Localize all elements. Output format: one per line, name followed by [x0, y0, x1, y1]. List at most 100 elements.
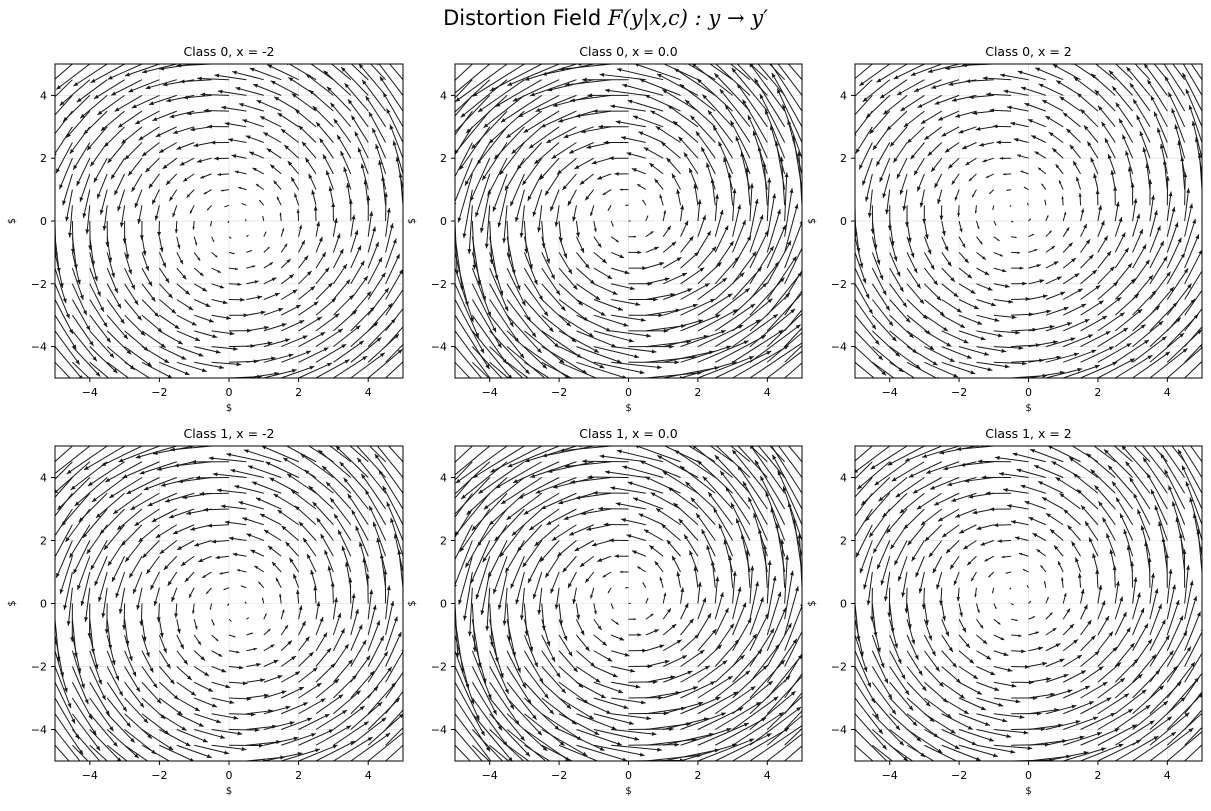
quiver-arrow — [124, 64, 160, 77]
quiver-arrow — [1009, 587, 1012, 590]
quiver-arrow — [971, 189, 977, 198]
quiver-arrow — [459, 126, 491, 171]
quiver-arrow — [749, 261, 780, 300]
quiver-arrow — [649, 544, 664, 557]
quiver-arrow — [993, 666, 1013, 672]
quiver-arrow — [163, 555, 178, 571]
quiver-arrow — [211, 619, 215, 626]
quiver-arrow — [73, 64, 108, 87]
quiver-arrow — [176, 283, 191, 296]
quiver-arrow — [1097, 312, 1125, 332]
quiver-arrow — [298, 255, 309, 269]
quiver-arrow — [663, 350, 714, 363]
quiver-arrow — [143, 477, 177, 491]
quiver-arrow — [1149, 727, 1194, 761]
quiver-arrow — [516, 524, 543, 552]
quiver-arrow — [992, 205, 995, 211]
quiver-arrow — [1017, 70, 1046, 81]
quiver-arrow — [347, 99, 369, 128]
quiver-arrow — [471, 110, 508, 150]
quiver-arrow — [579, 173, 595, 186]
quiver-arrow — [252, 167, 265, 175]
quiver-arrow — [506, 744, 530, 761]
quiver-arrow — [195, 475, 230, 480]
quiver-arrow — [151, 189, 160, 205]
quiver-arrow — [315, 221, 321, 237]
quiver-arrow — [1062, 288, 1083, 300]
quiver-arrow — [611, 314, 646, 322]
quiver-arrow — [211, 299, 228, 305]
quiver-arrow — [947, 157, 960, 169]
quiver-arrow — [1129, 82, 1151, 112]
quiver-arrow — [128, 555, 143, 579]
quiver-arrow — [1072, 472, 1099, 494]
quiver-arrow — [55, 477, 56, 479]
quiver-arrow — [941, 220, 946, 236]
quiver-arrow — [469, 157, 491, 202]
quiver-arrow — [904, 446, 942, 462]
quiver-arrow — [590, 205, 595, 217]
quiver-arrow — [714, 303, 756, 332]
quiver-arrow — [1069, 144, 1081, 159]
quiver-arrow — [975, 220, 980, 230]
quiver-arrow — [995, 455, 1029, 463]
quiver-arrow — [1045, 689, 1073, 699]
quiver-arrow — [1045, 276, 1062, 285]
quiver-arrow — [680, 329, 726, 348]
quiver-arrow — [801, 615, 802, 620]
quiver-arrow — [742, 99, 768, 143]
quiver-arrow — [540, 110, 577, 128]
quiver-arrow — [350, 639, 367, 667]
quiver-arrow — [784, 672, 802, 699]
y-tick-label: 2 — [40, 535, 47, 548]
quiver-arrow — [591, 540, 612, 547]
quiver-arrow — [471, 666, 498, 715]
quiver-arrow — [1201, 330, 1202, 331]
quiver-arrow — [616, 449, 664, 463]
quiver-arrow — [1086, 452, 1116, 478]
quiver-arrow — [324, 549, 334, 573]
quiver-arrow — [249, 67, 282, 81]
quiver-arrow — [906, 252, 918, 274]
quiver-arrow — [889, 314, 914, 339]
quiver-arrow — [246, 249, 253, 253]
subplot-title: Class 1, x = 0.0 — [579, 426, 678, 441]
quiver-arrow — [1132, 351, 1171, 378]
quiver-arrow — [1045, 230, 1052, 238]
quiver-arrow — [541, 729, 588, 757]
quiver-arrow — [615, 120, 646, 128]
quiver-arrow — [455, 142, 473, 178]
quiver-arrow — [558, 283, 584, 306]
quiver-arrow — [628, 758, 685, 761]
quiver-arrow — [141, 236, 147, 256]
quiver-arrow — [55, 361, 71, 378]
quiver-arrow — [593, 267, 613, 280]
quiver-arrow — [889, 252, 901, 277]
quiver-arrow — [638, 513, 664, 526]
quiver-arrow — [1028, 218, 1032, 222]
quiver-arrow — [917, 94, 942, 109]
quiver-arrow — [280, 273, 295, 285]
quiver-arrow — [245, 135, 264, 143]
quiver-arrow — [645, 371, 702, 378]
y-axis-label: $ — [7, 600, 18, 606]
quiver-arrow — [858, 142, 873, 170]
quiver-arrow — [1107, 465, 1133, 494]
quiver-arrow — [1132, 213, 1141, 237]
quiver-arrow — [855, 346, 887, 376]
quiver-arrow — [389, 64, 403, 81]
quiver-arrow — [729, 64, 751, 81]
quiver-arrow — [752, 130, 768, 175]
quiver-arrow — [1097, 266, 1115, 285]
quiver-arrow — [1184, 218, 1197, 253]
quiver-arrow — [1047, 446, 1081, 463]
quiver-arrow — [455, 330, 491, 378]
quiver-arrow — [138, 524, 160, 543]
quiver-arrow — [1154, 505, 1168, 541]
quiver-arrow — [654, 560, 664, 573]
quiver-arrow — [645, 675, 676, 683]
quiver-arrow — [906, 681, 931, 707]
quiver-arrow — [1201, 633, 1202, 635]
quiver-arrow — [905, 205, 910, 227]
quiver-arrow — [124, 540, 143, 563]
